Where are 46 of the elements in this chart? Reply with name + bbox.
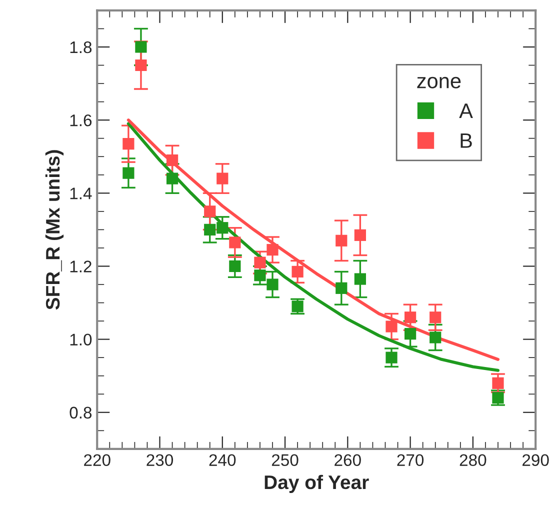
point xyxy=(336,282,348,294)
point xyxy=(122,138,134,150)
y-tick-label: 1.8 xyxy=(70,41,92,54)
x-tick-label: 260 xyxy=(334,454,361,466)
point xyxy=(166,172,178,184)
legend-label: B xyxy=(460,133,472,148)
point xyxy=(135,59,147,72)
point xyxy=(122,167,134,179)
x-tick-label: 220 xyxy=(84,454,110,466)
point xyxy=(254,256,266,268)
x-tick-label: 240 xyxy=(209,454,236,466)
point xyxy=(292,266,304,278)
point xyxy=(404,328,416,340)
point xyxy=(216,172,228,184)
x-tick-label: 230 xyxy=(146,454,174,466)
point xyxy=(404,312,416,324)
point xyxy=(354,229,366,241)
x-tick-label: 280 xyxy=(460,454,486,466)
x-tick-label: 250 xyxy=(272,454,298,466)
point xyxy=(229,236,241,248)
point xyxy=(386,320,398,332)
point xyxy=(204,224,216,236)
point xyxy=(336,234,348,246)
point xyxy=(254,270,266,282)
x-tick-label: 290 xyxy=(522,454,549,466)
y-tick-label: 1.4 xyxy=(70,188,92,200)
point xyxy=(266,244,278,256)
legend-title: zone xyxy=(417,76,461,88)
point xyxy=(430,332,442,344)
point xyxy=(229,260,241,272)
y-tick-label: 1.2 xyxy=(70,260,92,272)
y-tick-label: 1.6 xyxy=(70,114,92,126)
point xyxy=(166,154,178,166)
point xyxy=(135,41,147,53)
y-tick-label: 0.8 xyxy=(70,406,92,419)
point xyxy=(266,278,278,290)
point xyxy=(386,352,398,364)
x-axis-title: Day of Year xyxy=(264,474,369,493)
y-tick-label: 1.0 xyxy=(70,334,92,346)
point xyxy=(354,273,366,285)
legend-label: A xyxy=(459,104,473,118)
point xyxy=(430,312,442,324)
x-tick-label: 270 xyxy=(397,454,424,466)
point xyxy=(216,222,228,234)
point xyxy=(492,377,504,389)
y-axis-title: SFR_R (Mx units) xyxy=(45,150,64,310)
